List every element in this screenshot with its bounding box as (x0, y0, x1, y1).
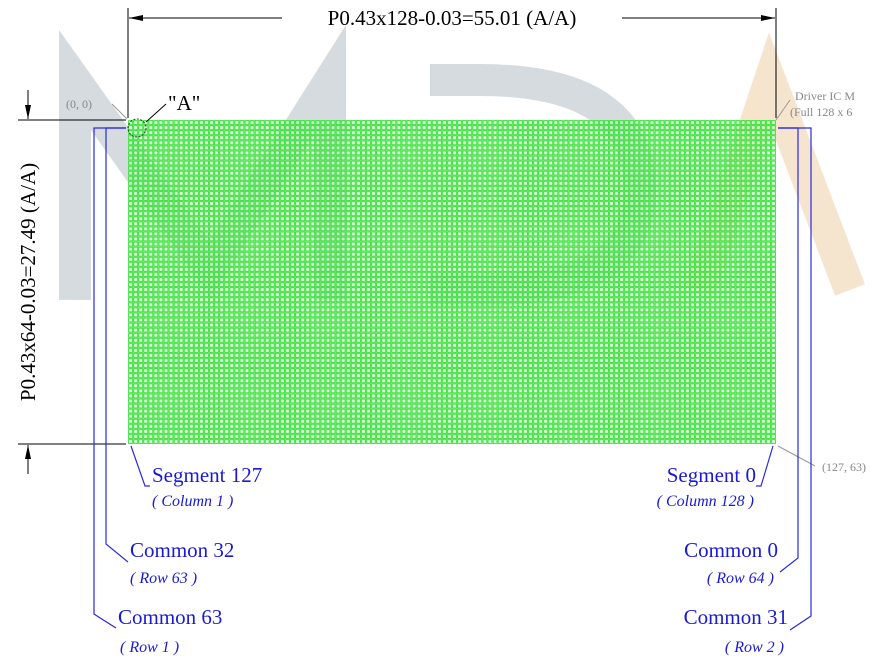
left-subtitle: ( Column 1 ) (152, 493, 233, 510)
right-subtitle: ( Row 64 ) (707, 570, 774, 587)
pixel-grid (128, 120, 776, 444)
leader (93, 127, 126, 629)
leader (777, 445, 816, 467)
left-title: Common 32 (130, 538, 234, 562)
leader (111, 103, 128, 120)
leader (145, 103, 167, 123)
right-subtitle: ( Row 2 ) (725, 639, 784, 656)
end-label: (127, 63) (822, 460, 866, 474)
right-title: Common 0 (684, 538, 778, 562)
leader (756, 445, 774, 487)
width-dimension: P0.43x128-0.03=55.01 (A/A) (328, 6, 577, 30)
left-subtitle: ( Row 63 ) (130, 570, 197, 587)
left-title: Segment 127 (152, 463, 262, 487)
origin-label: (0, 0) (66, 97, 92, 111)
driver-ic: (Full 128 x 6 (790, 105, 852, 119)
detail-label: "A" (168, 91, 200, 115)
leader (778, 127, 799, 573)
right-title: Common 31 (684, 605, 788, 629)
leader (778, 127, 812, 631)
right-title: Segment 0 (667, 463, 756, 487)
left-subtitle: ( Row 1 ) (120, 639, 179, 656)
right-subtitle: ( Column 128 ) (657, 493, 754, 510)
leader (775, 99, 791, 121)
detail-circle (127, 118, 147, 138)
leader (105, 127, 129, 563)
left-title: Common 63 (118, 605, 222, 629)
leader (130, 445, 150, 487)
driver-ic: Driver IC M (795, 89, 855, 103)
height-dimension: P0.43x64-0.03=27.49 (A/A) (16, 163, 40, 401)
